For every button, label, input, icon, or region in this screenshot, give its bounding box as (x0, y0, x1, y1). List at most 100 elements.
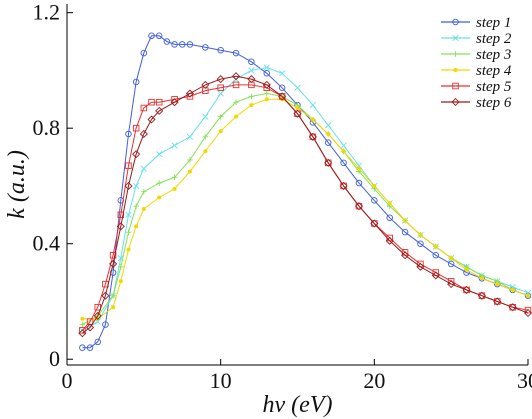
data-point (141, 207, 146, 212)
data-point (294, 84, 301, 91)
legend-swatch-marker (451, 97, 460, 107)
data-point (218, 129, 223, 134)
legend-item: step 5 (441, 79, 512, 95)
legend-label: step 6 (476, 95, 512, 111)
data-point (355, 179, 363, 187)
data-point (526, 293, 530, 298)
legend-item: step 1 (441, 15, 511, 31)
data-point (248, 93, 255, 100)
data-point (431, 271, 440, 280)
data-point (433, 244, 438, 249)
data-point (118, 279, 123, 284)
series-line (82, 75, 529, 334)
data-point (187, 169, 192, 174)
data-point (110, 292, 116, 299)
data-point (279, 70, 286, 77)
data-point (140, 49, 148, 57)
data-point (324, 139, 332, 146)
data-point (234, 114, 239, 119)
data-point (386, 214, 393, 221)
data-point (217, 84, 224, 92)
series-line (82, 98, 529, 320)
series-6 (78, 72, 532, 338)
data-point (186, 133, 194, 140)
series-line (82, 66, 529, 331)
data-point (447, 260, 455, 268)
series-line (82, 84, 529, 331)
y-tick-label: 1.2 (33, 0, 61, 25)
data-point (232, 49, 240, 57)
data-point (116, 222, 125, 231)
data-point (387, 201, 392, 206)
data-point (418, 233, 423, 238)
data-point (432, 252, 440, 259)
data-point (370, 219, 379, 228)
data-point (148, 98, 155, 106)
data-point (134, 224, 139, 229)
data-point (132, 150, 141, 159)
data-point (339, 181, 348, 190)
y-tick-label: 0.8 (33, 115, 61, 140)
data-point (232, 81, 240, 89)
data-point (371, 197, 378, 204)
data-point (403, 218, 408, 223)
data-point (217, 90, 224, 97)
data-point (372, 183, 377, 188)
data-point (109, 269, 117, 276)
x-tick-label: 30 (517, 368, 532, 393)
y-tick-label: 0.4 (33, 231, 61, 256)
series-1 (79, 32, 532, 351)
data-point (93, 311, 102, 320)
data-point (479, 276, 484, 281)
series-3 (79, 90, 531, 328)
data-point (295, 105, 300, 110)
data-point (102, 321, 109, 328)
legend-label: step 4 (476, 63, 512, 79)
legend-swatch-marker (452, 34, 459, 42)
data-point (163, 38, 171, 45)
data-point (139, 129, 148, 138)
data-point (493, 297, 502, 306)
data-point (125, 229, 132, 235)
data-point (477, 291, 486, 300)
data-point (416, 262, 425, 271)
data-point (401, 251, 410, 260)
data-point (156, 151, 163, 158)
data-point (79, 344, 86, 351)
x-tick-label: 20 (363, 368, 385, 393)
data-point (355, 162, 363, 169)
data-point (354, 202, 364, 211)
data-point (263, 90, 270, 97)
data-point (170, 98, 179, 107)
data-point (94, 338, 101, 346)
legend-swatch-marker (452, 18, 459, 26)
legend-label: step 5 (476, 79, 512, 95)
data-point (308, 132, 317, 141)
data-point (157, 195, 162, 200)
data-point (401, 228, 409, 236)
data-point (185, 89, 194, 98)
data-point (133, 203, 139, 209)
data-point (341, 149, 346, 154)
data-point (101, 291, 110, 300)
data-point (325, 122, 332, 129)
data-point (141, 188, 147, 195)
data-point (464, 267, 469, 272)
data-point (125, 130, 132, 138)
legend-item: step 6 (441, 95, 512, 111)
data-point (78, 329, 87, 338)
legend-swatch-marker (452, 51, 459, 57)
x-tick-label: 10 (210, 368, 232, 393)
data-point (293, 109, 302, 118)
data-point (147, 115, 156, 124)
data-point (233, 99, 239, 105)
data-point (231, 72, 241, 81)
data-point (155, 98, 163, 106)
series-line (82, 35, 529, 349)
data-point (171, 174, 178, 181)
data-point (264, 97, 269, 102)
data-point (172, 186, 177, 191)
data-point (86, 323, 95, 332)
data-point (80, 316, 85, 321)
